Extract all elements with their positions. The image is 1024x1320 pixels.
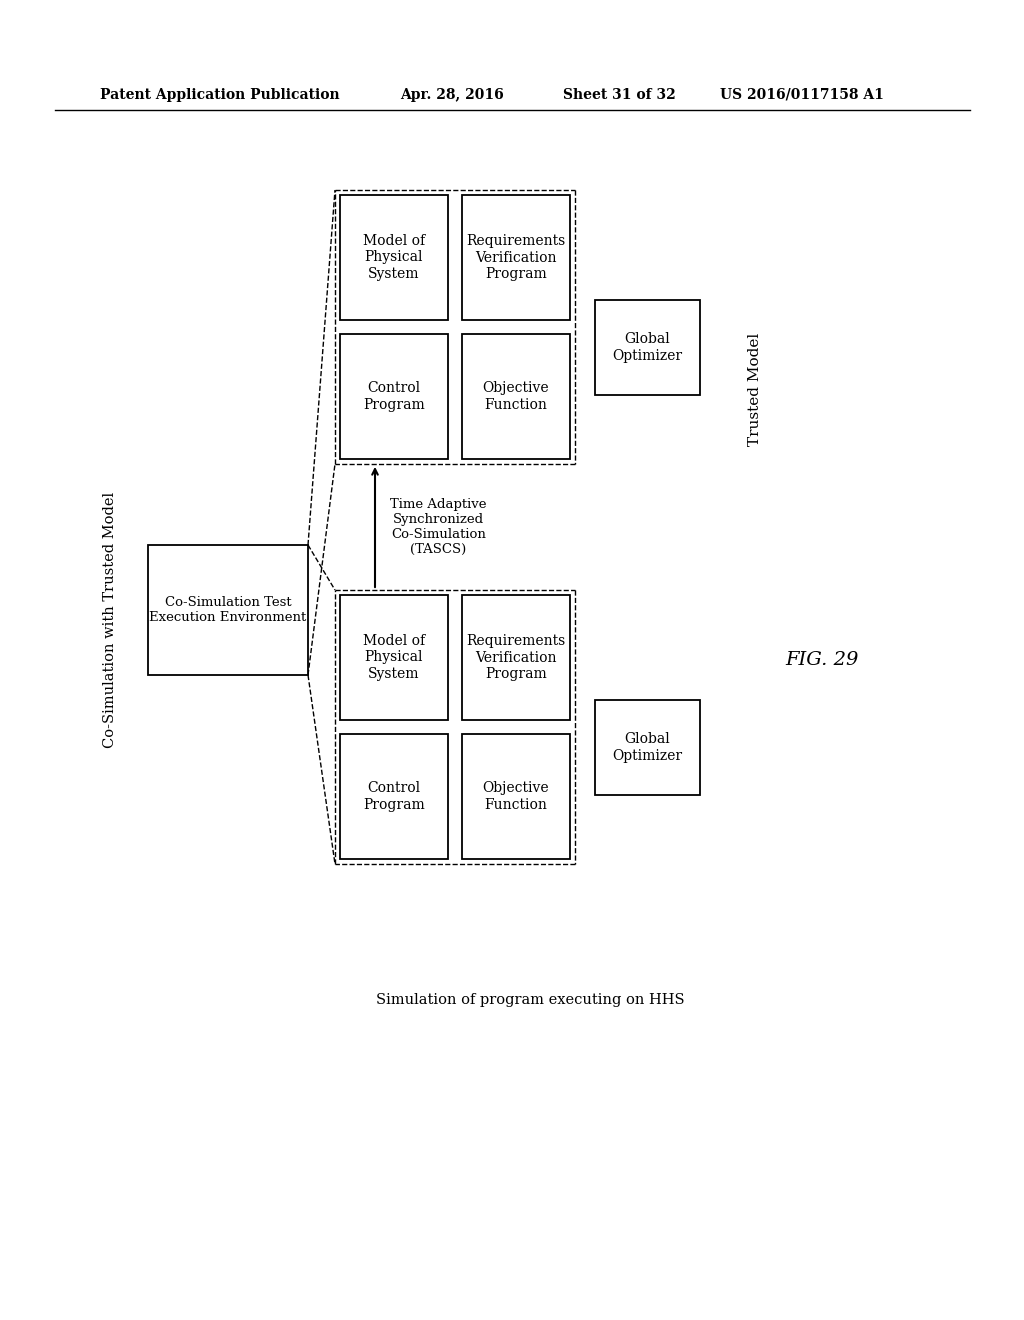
Bar — [340, 334, 449, 459]
Text: Sheet 31 of 32: Sheet 31 of 32 — [563, 88, 676, 102]
Text: FIG. 29: FIG. 29 — [785, 651, 858, 669]
Text: Simulation of program executing on HHS: Simulation of program executing on HHS — [376, 993, 684, 1007]
Text: Time Adaptive
Synchronized
Co-Simulation
(TASCS): Time Adaptive Synchronized Co-Simulation… — [390, 498, 486, 556]
Text: Control
Program: Control Program — [364, 781, 425, 812]
Bar — [462, 595, 570, 719]
Text: Trusted Model: Trusted Model — [748, 333, 762, 446]
Bar — [462, 195, 570, 319]
Text: Global
Optimizer: Global Optimizer — [612, 733, 683, 763]
Text: Patent Application Publication: Patent Application Publication — [100, 88, 340, 102]
Text: Apr. 28, 2016: Apr. 28, 2016 — [400, 88, 504, 102]
Text: Objective
Function: Objective Function — [482, 381, 549, 412]
Text: US 2016/0117158 A1: US 2016/0117158 A1 — [720, 88, 884, 102]
Text: Global
Optimizer: Global Optimizer — [612, 333, 683, 363]
Bar — [595, 300, 700, 395]
Text: Model of
Physical
System: Model of Physical System — [362, 235, 425, 281]
Bar — [340, 595, 449, 719]
Text: Objective
Function: Objective Function — [482, 781, 549, 812]
Bar — [462, 334, 570, 459]
Text: Co-Simulation Test
Execution Environment: Co-Simulation Test Execution Environment — [150, 597, 306, 624]
Text: Requirements
Verification
Program: Requirements Verification Program — [466, 235, 565, 281]
Text: Co-Simulation with Trusted Model: Co-Simulation with Trusted Model — [103, 492, 117, 748]
Bar — [340, 734, 449, 859]
Text: Control
Program: Control Program — [364, 381, 425, 412]
Bar — [462, 734, 570, 859]
Text: Model of
Physical
System: Model of Physical System — [362, 635, 425, 681]
Bar — [148, 545, 308, 675]
Bar — [340, 195, 449, 319]
Bar — [595, 700, 700, 795]
Text: Requirements
Verification
Program: Requirements Verification Program — [466, 635, 565, 681]
